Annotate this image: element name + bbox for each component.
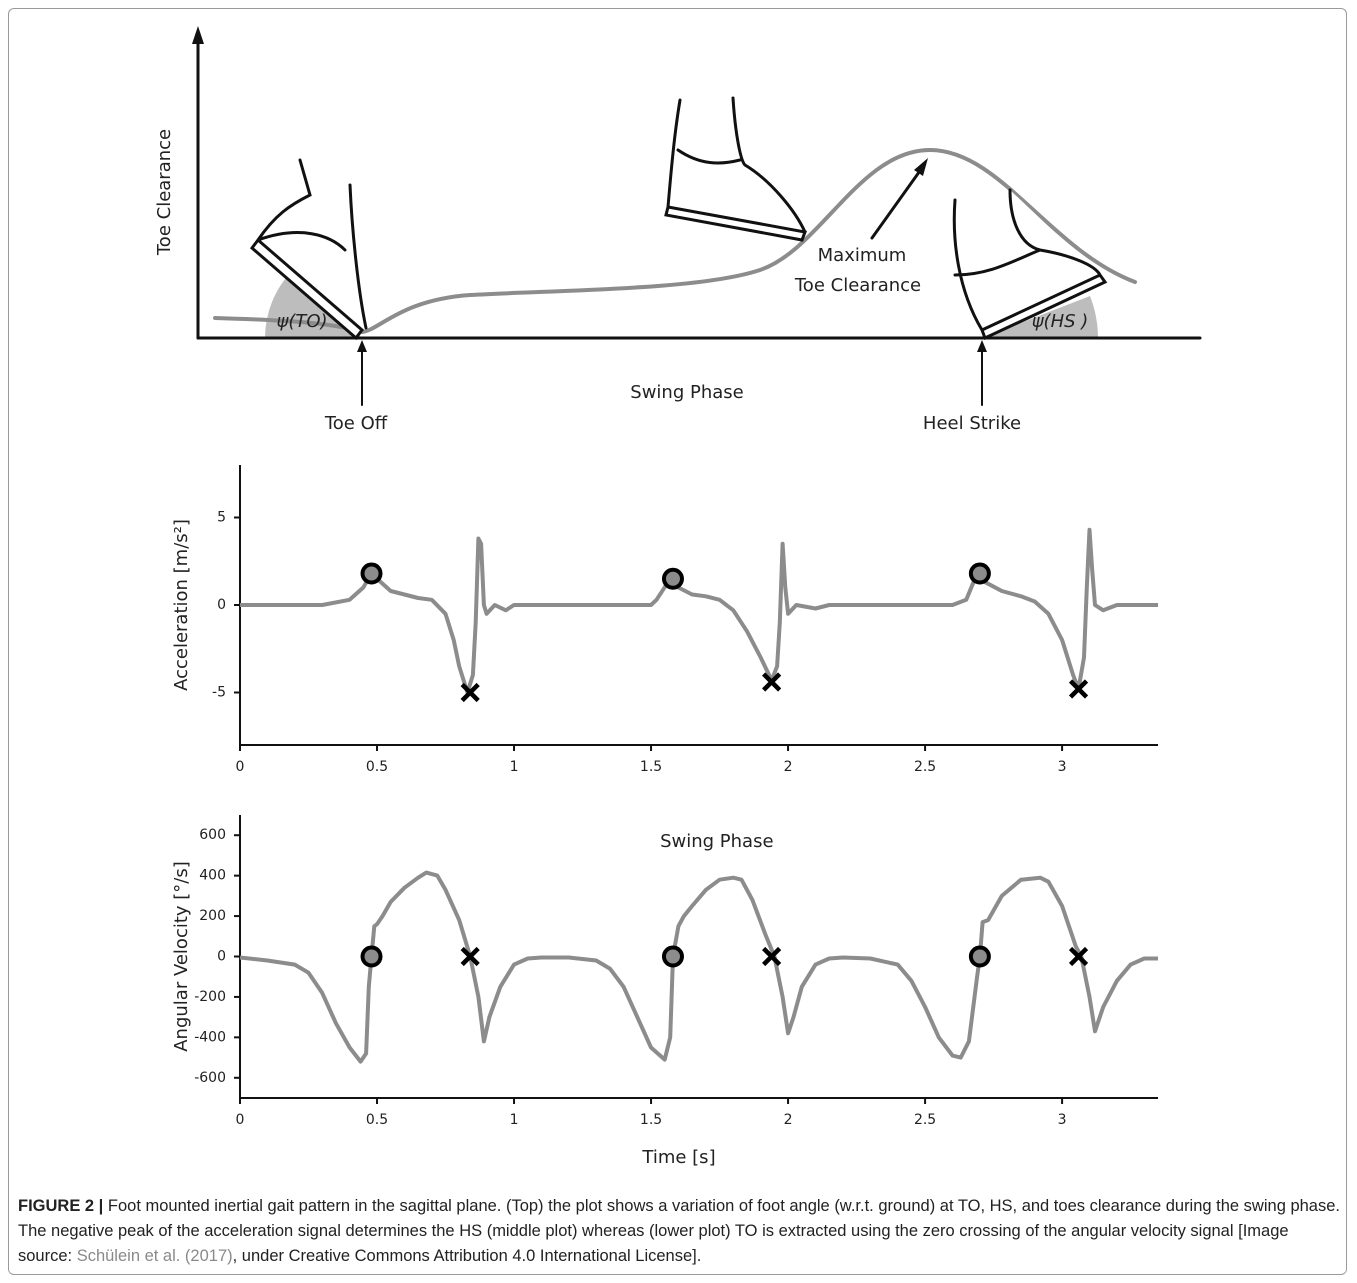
y-tick-label: 200 xyxy=(199,908,226,924)
y-axis-label: Acceleration [m/s²] xyxy=(171,519,192,691)
annotation: Maximum xyxy=(818,245,907,266)
x-tick-label: 3 xyxy=(1058,1112,1067,1128)
x-axis-label: Time [s] xyxy=(641,1147,715,1168)
arrow-head xyxy=(357,340,367,352)
x-tick-label: 3 xyxy=(1058,759,1067,775)
to-marker xyxy=(360,562,383,585)
caption-text: Foot mounted inertial gait pattern in th… xyxy=(18,1197,1340,1265)
caption: FIGURE 2 | Foot mounted inertial gait pa… xyxy=(18,1194,1340,1269)
x-tick-label: 1 xyxy=(510,1112,519,1128)
angle-label: ψ(HS ) xyxy=(1032,311,1089,332)
phase-label: Swing Phase xyxy=(630,382,743,403)
caption-label: FIGURE 2 | xyxy=(18,1197,104,1215)
arrow-head xyxy=(192,26,204,44)
x-tick-label: 2.5 xyxy=(914,1112,936,1128)
y-tick-label: 0 xyxy=(217,597,226,613)
y-tick-label: 400 xyxy=(199,868,226,884)
figure-frame xyxy=(8,8,1347,1275)
arrow xyxy=(870,166,924,240)
arrow-head xyxy=(977,340,987,352)
y-tick-label: -600 xyxy=(194,1070,226,1086)
chart-title: Swing Phase xyxy=(660,831,773,852)
y-tick-label: -400 xyxy=(194,1029,226,1045)
hs-marker xyxy=(460,682,480,703)
to-marker xyxy=(661,945,684,968)
data-line xyxy=(240,527,1158,695)
x-tick-label: 1.5 xyxy=(640,759,662,775)
y-tick-label: -200 xyxy=(194,989,226,1005)
hs-marker xyxy=(1068,946,1089,967)
hs-marker xyxy=(1068,679,1089,699)
y-tick-label: -5 xyxy=(212,685,226,701)
y-axis-label: Toe Clearance xyxy=(154,129,175,256)
x-tick-label: 0.5 xyxy=(366,759,388,775)
arrow-head xyxy=(914,158,928,176)
caption-text: , under Creative Commons Attribution 4.0… xyxy=(232,1247,702,1265)
to-marker xyxy=(968,945,991,968)
event-label: Toe Off xyxy=(324,413,388,434)
x-tick-label: 0 xyxy=(236,1112,245,1128)
y-tick-label: 600 xyxy=(199,827,226,843)
hs-marker xyxy=(762,672,782,692)
shoe xyxy=(664,96,808,242)
caption-source[interactable]: Schülein et al. (2017) xyxy=(76,1247,233,1265)
figure: Toe Clearance ψ(TO) ψ(HS ) Maximum Toe C… xyxy=(154,26,1202,1168)
annotation: Toe Clearance xyxy=(794,275,921,296)
angle-label: ψ(TO) xyxy=(276,311,327,332)
x-tick-label: 2 xyxy=(784,1112,793,1128)
x-tick-label: 1 xyxy=(510,759,519,775)
y-tick-label: 5 xyxy=(217,510,226,526)
shoe xyxy=(952,188,1108,341)
shoe xyxy=(249,158,368,341)
hs-marker xyxy=(762,946,782,967)
x-tick-label: 0.5 xyxy=(366,1112,388,1128)
event-label: Heel Strike xyxy=(923,413,1021,434)
y-axis-label: Angular Velocity [°/s] xyxy=(171,861,192,1052)
y-tick-label: 0 xyxy=(217,949,226,965)
top-diagram: Toe Clearance ψ(TO) ψ(HS ) Maximum Toe C… xyxy=(154,26,1202,434)
hs-marker xyxy=(460,946,480,967)
to-marker xyxy=(360,945,383,968)
x-tick-label: 1.5 xyxy=(640,1112,662,1128)
to-marker xyxy=(661,567,684,590)
x-tick-label: 2.5 xyxy=(914,759,936,775)
x-tick-label: 0 xyxy=(236,759,245,775)
to-marker xyxy=(968,562,991,585)
x-tick-label: 2 xyxy=(784,759,793,775)
data-line xyxy=(239,870,1158,1064)
